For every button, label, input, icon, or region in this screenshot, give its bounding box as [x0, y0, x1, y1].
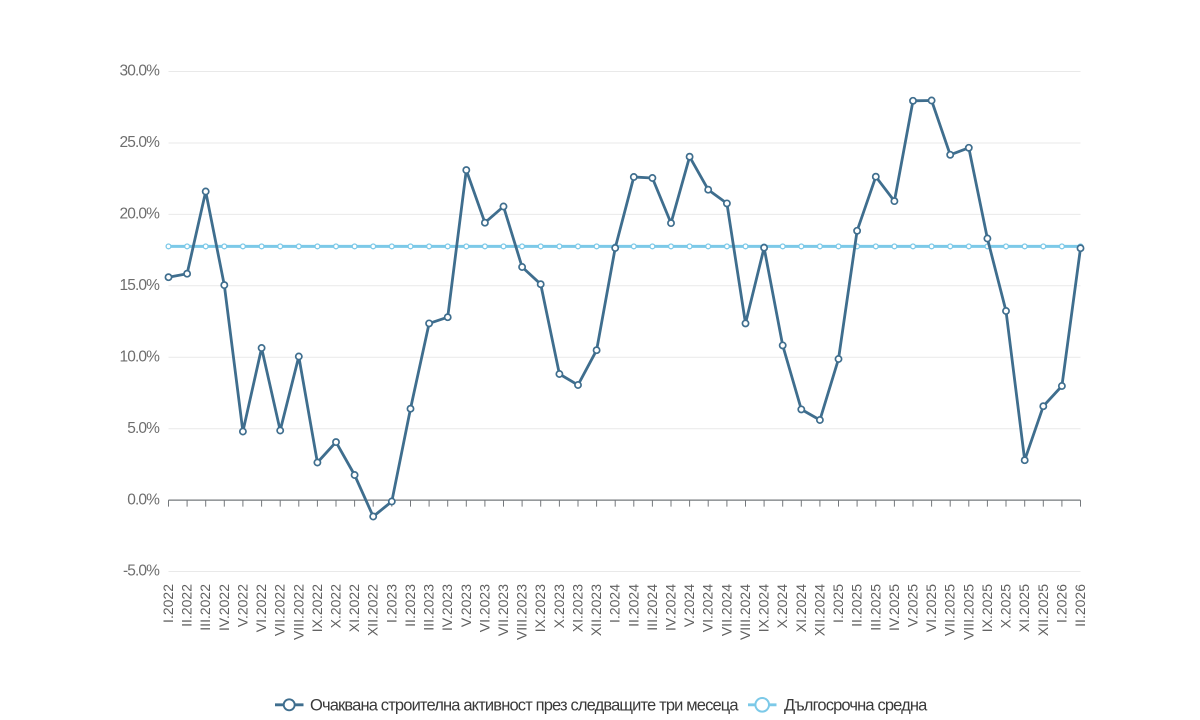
svg-text:II.2026: II.2026 [1072, 584, 1088, 627]
svg-text:V.2023: V.2023 [458, 584, 474, 627]
svg-text:20.0%: 20.0% [120, 206, 161, 223]
svg-text:VIII.2025: VIII.2025 [960, 584, 976, 640]
svg-text:X.2025: X.2025 [997, 584, 1013, 629]
svg-text:II.2023: II.2023 [402, 584, 418, 627]
svg-text:VI.2022: VI.2022 [253, 584, 269, 632]
svg-text:XI.2023: XI.2023 [569, 584, 585, 632]
svg-text:III.2025: III.2025 [867, 584, 883, 631]
svg-text:I.2024: I.2024 [607, 584, 623, 623]
svg-text:II.2024: II.2024 [625, 584, 641, 627]
svg-text:10.0%: 10.0% [120, 348, 161, 365]
svg-text:-5.0%: -5.0% [123, 563, 160, 580]
svg-text:VII.2022: VII.2022 [272, 584, 288, 636]
svg-text:IV.2024: IV.2024 [662, 584, 678, 631]
svg-text:VIII.2022: VIII.2022 [290, 584, 306, 640]
svg-text:25.0%: 25.0% [120, 134, 161, 151]
svg-text:IV.2025: IV.2025 [886, 584, 902, 631]
svg-text:IV.2022: IV.2022 [216, 584, 232, 631]
svg-text:VIII.2024: VIII.2024 [737, 584, 753, 640]
svg-text:30.0%: 30.0% [120, 63, 161, 80]
svg-text:I.2022: I.2022 [160, 584, 176, 623]
svg-text:IX.2025: IX.2025 [979, 584, 995, 632]
svg-text:II.2022: II.2022 [179, 584, 195, 627]
svg-text:XI.2022: XI.2022 [346, 584, 362, 632]
svg-text:XII.2022: XII.2022 [365, 584, 381, 636]
svg-text:I.2023: I.2023 [383, 584, 399, 623]
svg-text:III.2023: III.2023 [421, 584, 437, 631]
svg-text:III.2024: III.2024 [644, 584, 660, 631]
svg-text:V.2025: V.2025 [904, 584, 920, 627]
svg-text:V.2022: V.2022 [234, 584, 250, 627]
svg-text:5.0%: 5.0% [127, 420, 160, 437]
svg-text:VII.2024: VII.2024 [718, 584, 734, 636]
svg-text:VIII.2023: VIII.2023 [514, 584, 530, 640]
svg-text:XII.2023: XII.2023 [588, 584, 604, 636]
svg-text:15.0%: 15.0% [120, 277, 161, 294]
svg-text:IX.2023: IX.2023 [532, 584, 548, 632]
svg-text:XII.2024: XII.2024 [811, 584, 827, 636]
svg-text:VI.2024: VI.2024 [700, 584, 716, 632]
svg-text:II.2025: II.2025 [849, 584, 865, 627]
svg-text:V.2024: V.2024 [681, 584, 697, 627]
svg-text:VI.2023: VI.2023 [476, 584, 492, 632]
svg-text:IX.2024: IX.2024 [756, 584, 772, 632]
svg-text:VII.2023: VII.2023 [495, 584, 511, 636]
svg-text:I.2025: I.2025 [830, 584, 846, 623]
svg-text:X.2023: X.2023 [551, 584, 567, 629]
svg-text:VI.2025: VI.2025 [923, 584, 939, 632]
svg-text:XII.2025: XII.2025 [1035, 584, 1051, 636]
svg-text:III.2022: III.2022 [197, 584, 213, 631]
svg-text:Дългосрочна средна: Дългосрочна средна [784, 697, 928, 715]
svg-text:XI.2024: XI.2024 [793, 584, 809, 632]
svg-text:X.2022: X.2022 [327, 584, 343, 629]
svg-text:0.0%: 0.0% [127, 491, 160, 508]
svg-text:IX.2022: IX.2022 [309, 584, 325, 632]
svg-text:X.2024: X.2024 [774, 584, 790, 629]
svg-text:Очаквана строителна активност: Очаквана строителна активност през следв… [310, 697, 739, 715]
svg-text:IV.2023: IV.2023 [439, 584, 455, 631]
svg-text:I.2026: I.2026 [1053, 584, 1069, 623]
svg-text:XI.2025: XI.2025 [1016, 584, 1032, 632]
svg-text:VII.2025: VII.2025 [942, 584, 958, 636]
